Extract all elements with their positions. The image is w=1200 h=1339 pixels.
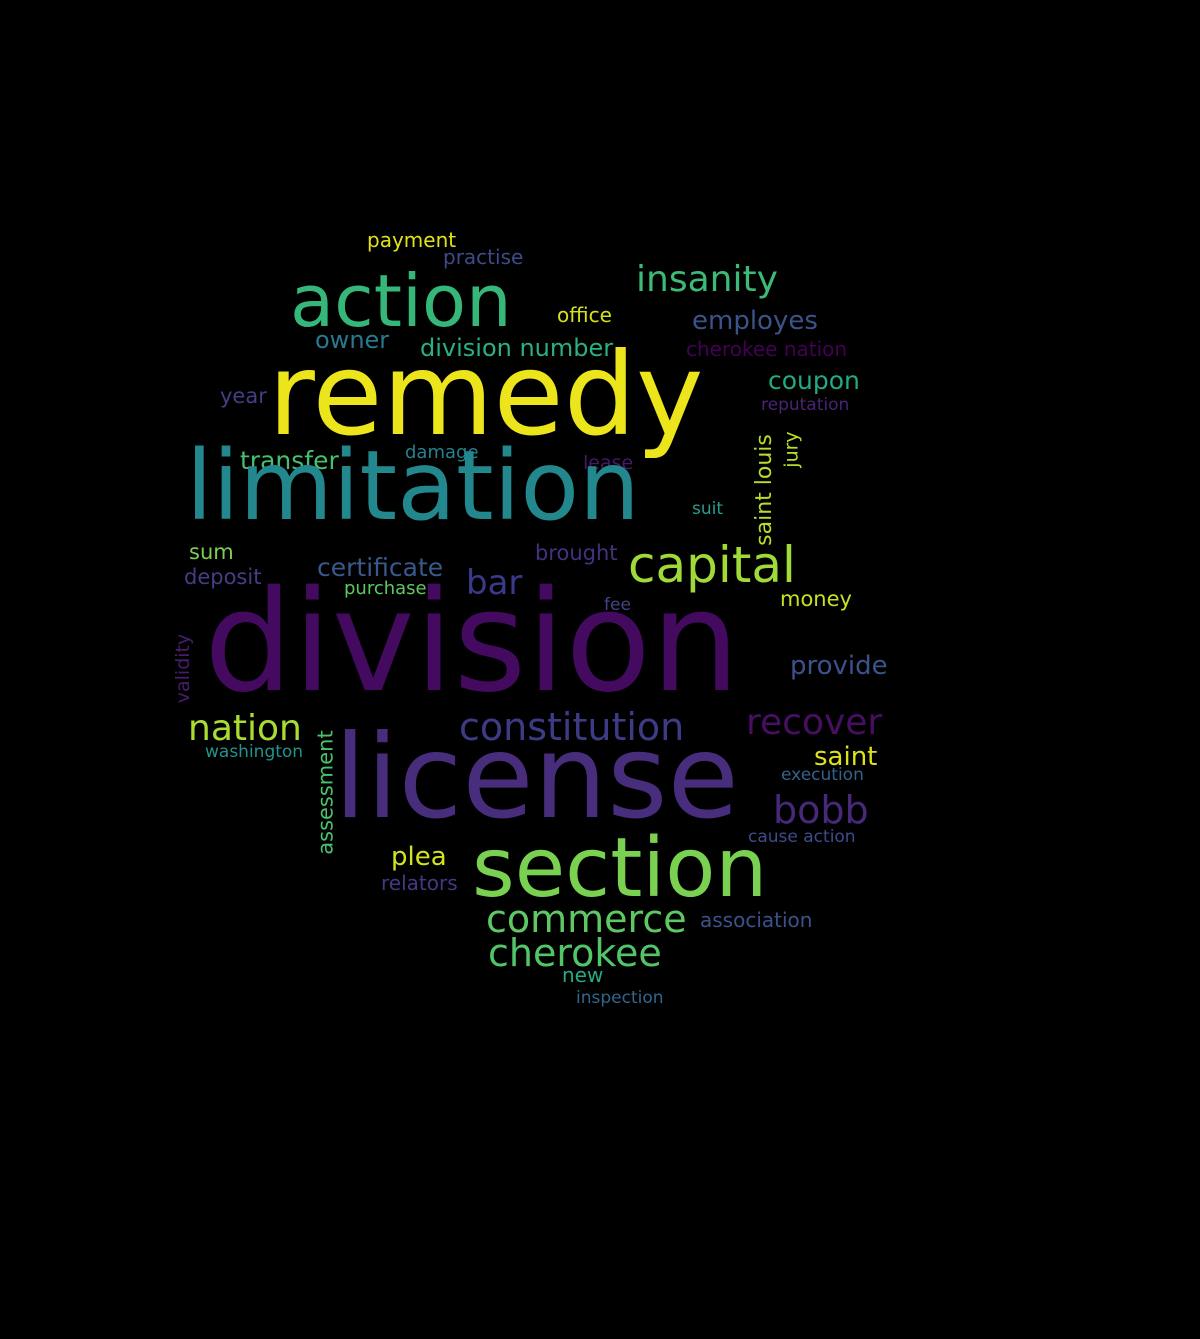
word-commerce: commerce xyxy=(486,897,687,941)
word-capital: capital xyxy=(628,536,796,594)
word-washington: washington xyxy=(205,742,304,762)
word-coupon: coupon xyxy=(768,366,860,395)
word-limitation: limitation xyxy=(186,430,640,542)
word-validity: validity xyxy=(172,633,195,704)
word-fee: fee xyxy=(604,595,631,615)
word-insanity: insanity xyxy=(636,259,778,300)
word-money: money xyxy=(780,587,852,611)
word-bobb: bobb xyxy=(773,788,869,832)
word-provide: provide xyxy=(790,651,888,681)
word-nation: nation xyxy=(188,708,302,749)
word-division-number: division number xyxy=(420,334,614,362)
word-transfer: transfer xyxy=(240,446,339,475)
word-owner: owner xyxy=(315,326,390,354)
word-saint: saint xyxy=(814,742,878,772)
word-jury: jury xyxy=(780,431,803,468)
word-sum: sum xyxy=(189,540,234,564)
word-recover: recover xyxy=(746,702,883,743)
word-lease: lease xyxy=(583,452,634,474)
word-remedy: remedy xyxy=(268,328,704,461)
word-certificate: certificate xyxy=(317,553,444,582)
word-action: action xyxy=(290,259,512,343)
word-cause-action: cause action xyxy=(748,827,856,847)
word-association: association xyxy=(700,908,813,932)
word-cherokee-nation: cherokee nation xyxy=(686,337,848,361)
word-saint-louis: saint louis xyxy=(751,434,777,546)
word-new: new xyxy=(562,963,604,987)
word-practise: practise xyxy=(443,245,524,269)
word-damage: damage xyxy=(405,442,479,463)
word-inspection: inspection xyxy=(576,988,664,1008)
word-brought: brought xyxy=(535,541,618,565)
word-suit: suit xyxy=(692,499,724,519)
word-plea: plea xyxy=(391,842,447,872)
word-cherokee: cherokee xyxy=(488,931,662,975)
word-bar: bar xyxy=(466,563,523,603)
word-execution: execution xyxy=(781,765,864,785)
word-payment: payment xyxy=(367,228,457,252)
word-section: section xyxy=(472,821,768,916)
word-license: license xyxy=(334,710,739,845)
word-deposit: deposit xyxy=(184,565,262,589)
word-purchaser: purchaser xyxy=(344,578,435,599)
word-employes: employes xyxy=(692,306,818,336)
word-office: office xyxy=(557,303,612,327)
word-relators: relators xyxy=(381,871,458,895)
word-year: year xyxy=(220,384,267,408)
word-constitution: constitution xyxy=(459,705,685,749)
word-reputation: reputation xyxy=(761,395,850,415)
word-division: division xyxy=(204,561,740,724)
